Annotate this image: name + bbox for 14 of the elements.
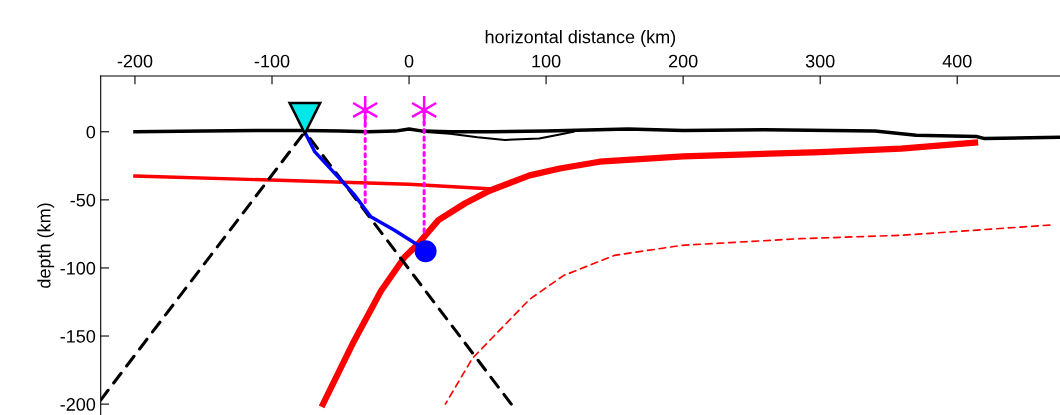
x-tick-label: 100: [532, 54, 561, 68]
x-tick-label: 0: [404, 54, 414, 68]
y-tick-label: -200: [60, 398, 96, 411]
y-tick-label: -150: [60, 329, 96, 343]
x-axis-title: horizontal distance (km): [485, 30, 676, 47]
y-axis-title: depth (km): [37, 203, 55, 288]
y-tick-label: 0: [86, 125, 96, 139]
x-tick-label: -100: [254, 54, 290, 68]
x-tick-label: -200: [117, 54, 153, 68]
x-tick-label: 300: [805, 54, 835, 68]
y-tick-label: -50: [70, 193, 96, 207]
x-tick-label: 400: [942, 54, 972, 68]
y-tick-label: -100: [60, 261, 96, 275]
x-tick-label: 200: [668, 54, 698, 68]
